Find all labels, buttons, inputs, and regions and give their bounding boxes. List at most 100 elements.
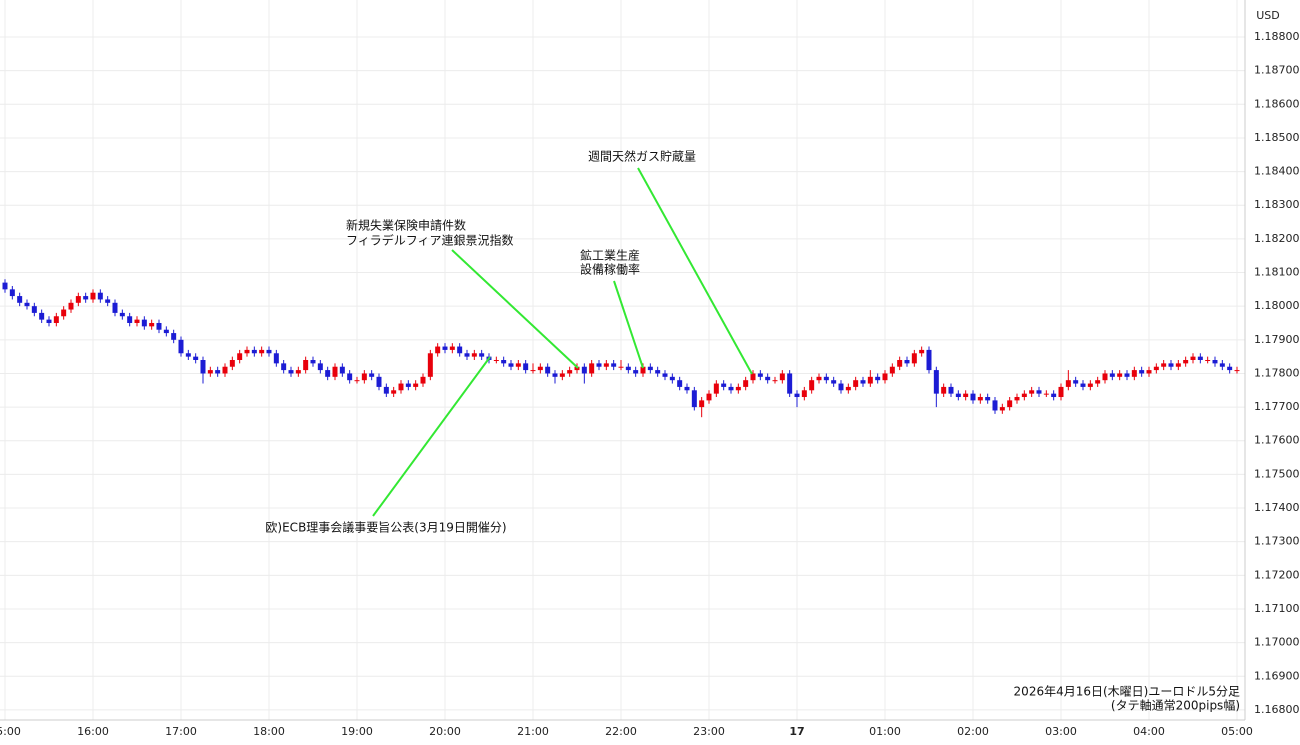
candle-body [464,353,470,357]
candle-body [611,363,617,367]
x-tick-label: 04:00 [1133,725,1165,738]
x-tick-label: 03:00 [1045,725,1077,738]
candle-body [948,386,954,394]
leader-line [451,249,579,369]
candle-body [559,373,565,377]
candle-body [369,373,375,377]
candle-body [75,296,81,303]
annotation: 新規失業保険申請件数 [346,218,466,233]
x-tick-label: 16:00 [77,725,109,738]
y-tick-label: 1.18200 [1254,232,1300,245]
candle-body [677,380,683,387]
y-tick-label: 1.17200 [1254,568,1300,581]
candle-body [244,349,250,354]
candle-body [1168,363,1174,367]
candle-body [1065,380,1071,387]
candle-body [691,390,697,408]
candle-body [1014,397,1020,401]
candle-body [904,360,910,364]
candle-body [596,363,602,367]
y-tick-label: 1.17100 [1254,602,1300,615]
y-tick-label: 1.18300 [1254,198,1300,211]
x-tick-label: 17:00 [165,725,197,738]
candle-body [1080,383,1086,387]
candle-body [200,360,206,374]
candle-body [493,360,499,361]
candle-body [361,373,367,381]
candle-body [647,366,653,371]
candle-body [801,390,807,398]
candle-body [1146,370,1152,374]
candle-body [926,349,932,371]
candle-body [523,363,529,371]
y-tick-label: 1.17700 [1254,400,1300,413]
candle-body [508,363,514,367]
y-tick-label: 1.17600 [1254,434,1300,447]
candle-body [1073,380,1079,384]
candle-body [229,360,235,367]
candle-body [743,380,749,387]
y-tick-label: 1.16800 [1254,703,1300,716]
candle-body [838,383,844,391]
candle-body [288,370,294,374]
candle-body [882,373,888,381]
candle-body [413,383,419,387]
candle-body [889,366,895,374]
candle-body [860,380,866,384]
candle-body [1029,390,1035,394]
y-tick-label: 1.18100 [1254,266,1300,279]
candle-body [875,376,881,381]
candle-body [970,393,976,401]
candle-body [750,373,756,381]
candle-body [479,353,485,357]
candle-body [1036,390,1042,394]
candle-body [53,316,59,323]
x-tick-label: 05:00 [1221,725,1253,738]
candle-body [1131,370,1137,377]
x-tick-label: 22:00 [605,725,637,738]
candle-body [1124,373,1130,377]
y-tick-label: 1.17500 [1254,467,1300,480]
candle-body [684,386,690,391]
y-tick-label: 1.18700 [1254,64,1300,77]
candle-body [83,296,89,300]
candle-body [1007,400,1013,408]
candle-body [134,319,140,323]
candle-body [112,302,118,313]
y-tick-label: 1.17300 [1254,535,1300,548]
candle-body [831,380,837,384]
candle-body [295,370,301,374]
y-tick-label: 1.18800 [1254,30,1300,43]
candle-body [449,346,455,350]
candle-body [427,353,433,377]
candle-body [1139,370,1145,374]
x-tick-label: 15:00 [0,725,21,738]
y-tick-label: 1.17000 [1254,636,1300,649]
leader-line [372,356,491,517]
candle-body [757,373,763,377]
candle-body [237,353,243,360]
y-tick-label: 1.18500 [1254,131,1300,144]
candle-body [1190,356,1196,360]
candle-body [1197,356,1203,360]
candle-body [266,349,272,354]
candle-body [603,363,609,367]
candle-body [735,386,741,391]
candle-body [794,393,800,398]
y-tick-label: 1.17400 [1254,501,1300,514]
candle-body [215,370,221,374]
candle-body [779,373,785,381]
candle-body [17,296,23,303]
leader-line [613,280,644,369]
candle-body [501,360,507,364]
candle-body [141,319,147,327]
y-tick-label: 1.16900 [1254,669,1300,682]
chart-note: 2026年4月16日(木曜日)ユーロドル5分足 [1014,685,1240,699]
leader-line [637,167,753,375]
candle-body [354,380,360,382]
candle-body [985,397,991,401]
candle-body [1117,373,1123,377]
grid [0,0,1245,720]
candle-body [765,376,771,381]
